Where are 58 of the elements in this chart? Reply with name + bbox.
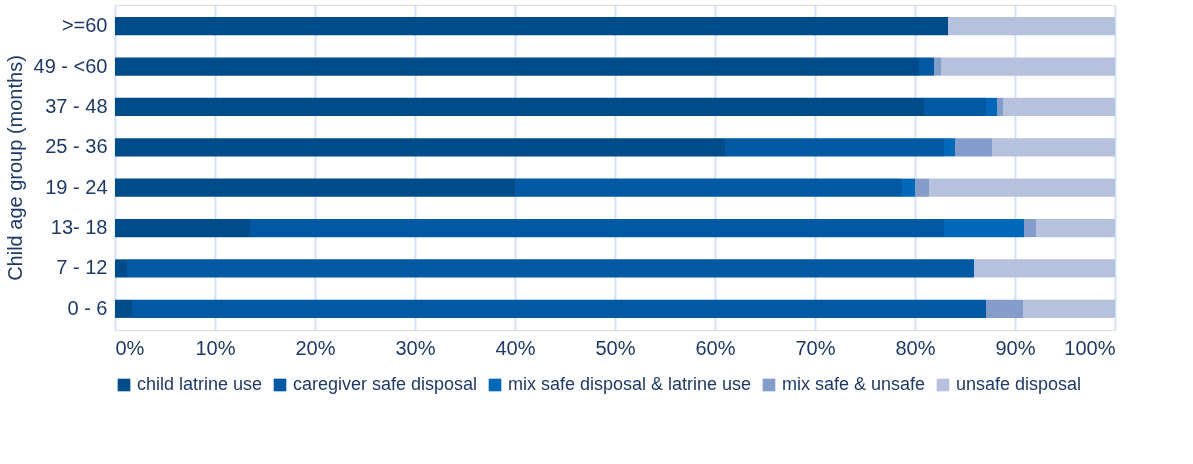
- bar: [992, 138, 1115, 157]
- bar: [902, 178, 915, 197]
- bar: [132, 299, 986, 318]
- bar: [115, 138, 725, 157]
- bar: [974, 259, 1115, 278]
- x-tick-label: 20%: [295, 336, 336, 359]
- y-tick-label: 7 - 12: [56, 256, 108, 279]
- bar: [948, 17, 1115, 36]
- bar: [725, 138, 944, 157]
- bar: [115, 57, 919, 76]
- x-tick-label: 60%: [695, 336, 736, 359]
- bar: [115, 299, 132, 318]
- y-tick-label: 0 - 6: [67, 296, 108, 319]
- bar: [115, 218, 250, 238]
- bar: [127, 259, 974, 278]
- bar: [941, 57, 1115, 76]
- bar: [997, 97, 1003, 117]
- y-tick-label: 13- 18: [50, 216, 108, 239]
- x-tick-label: 50%: [595, 336, 636, 359]
- bar: [1023, 299, 1115, 318]
- x-tick-label: 70%: [795, 336, 836, 359]
- y-axis-title: Child age group (months): [3, 55, 26, 281]
- bar: [115, 178, 515, 197]
- x-tick-label: 10%: [195, 336, 236, 359]
- y-tick-label: 25 - 36: [45, 135, 108, 158]
- bar: [955, 138, 992, 157]
- legend-label: mix safe disposal & latrine use: [508, 374, 752, 394]
- y-tick-label: 37 - 48: [45, 94, 108, 117]
- y-tick-label: >=60: [61, 14, 108, 37]
- y-tick-label: 49 - <60: [33, 54, 108, 77]
- bar: [115, 259, 127, 278]
- x-tick-label: 30%: [395, 336, 436, 359]
- legend-label: mix safe & unsafe: [782, 374, 926, 394]
- x-tick-label: 40%: [495, 336, 536, 359]
- bar: [944, 218, 1024, 238]
- bar: [934, 57, 941, 76]
- bar: [115, 17, 948, 36]
- legend-label: child latrine use: [137, 374, 263, 394]
- bar: [115, 97, 924, 117]
- bar: [944, 138, 955, 157]
- bar: [986, 97, 997, 117]
- bar: [986, 299, 1023, 318]
- bar: [515, 178, 902, 197]
- x-tick-label: 100%: [1064, 336, 1116, 359]
- bar: [929, 178, 1115, 197]
- x-tick-label: 90%: [995, 336, 1036, 359]
- bar: [250, 218, 944, 238]
- bar: [919, 57, 934, 76]
- bar: [924, 97, 986, 117]
- bar: [1003, 97, 1115, 117]
- legend-label: caregiver safe disposal: [293, 374, 478, 394]
- bar: [915, 178, 929, 197]
- x-tick-label: 0%: [115, 336, 145, 359]
- x-tick-label: 80%: [895, 336, 936, 359]
- y-tick-label: 19 - 24: [45, 175, 108, 198]
- bar: [1024, 218, 1036, 238]
- bar: [1036, 218, 1115, 238]
- legend-label: unsafe disposal: [956, 374, 1082, 394]
